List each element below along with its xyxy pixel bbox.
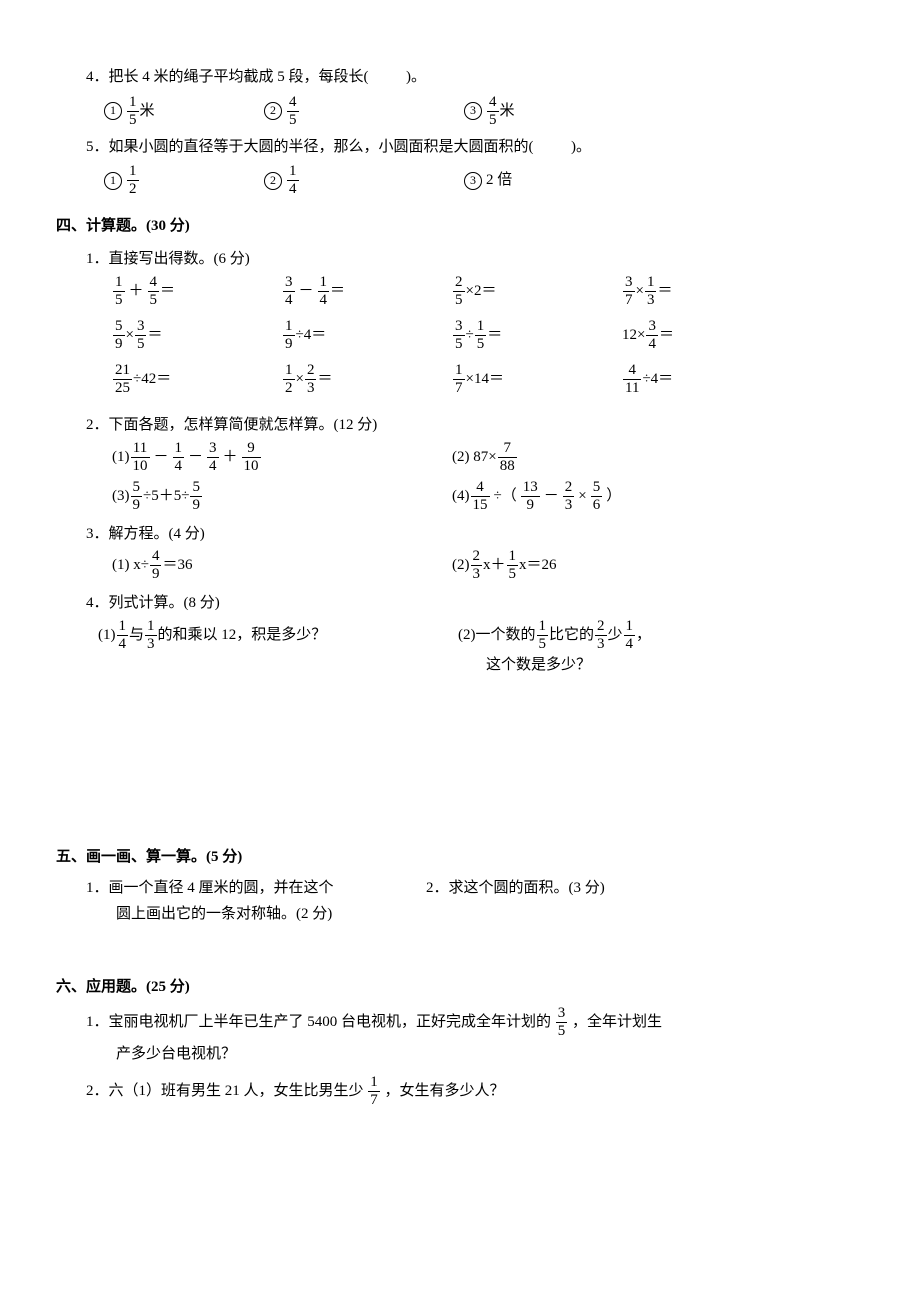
p2-1: (1) 1110 － 14 － 34 ＋ 910: [112, 441, 452, 474]
q4-opt3[interactable]: 3 45 米: [464, 95, 644, 128]
q5-stem-a: 5．如果小圆的直径等于大圆的半径，那么，小圆面积是大圆面积的(: [86, 139, 534, 155]
sec4-p1: 1．直接写出得数。(6 分): [86, 248, 864, 271]
q4-stem-a: 4．把长 4 米的绳子平均截成 5 段，每段长(: [86, 69, 369, 85]
calc-row1: 15＋45 ＝ 34－14 ＝ 25 ×2＝ 37 × 13 ＝ 59 × 35…: [112, 274, 864, 396]
circle-2-icon: 2: [264, 172, 282, 190]
p3-row: (1) x÷ 49 ＝36 (2) 23 x＋ 15 x＝26: [112, 549, 864, 582]
q5-opt1-frac: 12: [127, 164, 139, 197]
section-6-title: 六、应用题。(25 分): [56, 976, 864, 999]
r1c4: 37 × 13 ＝: [622, 274, 792, 308]
p2-row2: (3) 59 ÷5＋5÷ 59 (4) 415 ÷（ 139 － 23 × 56…: [112, 480, 864, 513]
q4-opt1[interactable]: 1 15 米: [104, 95, 264, 128]
sec4-p2: 2．下面各题，怎样算简便就怎样算。(12 分): [86, 414, 864, 437]
circle-1-icon: 1: [104, 172, 122, 190]
p4-2a: (2)一个数的 15 比它的 23 少 14 ，: [458, 619, 838, 652]
q5-opt2-frac: 14: [287, 164, 299, 197]
r2c4: 12× 34 ＝: [622, 318, 792, 352]
r1c1: 15＋45 ＝: [112, 274, 282, 308]
q5-blank[interactable]: [537, 139, 567, 155]
p3-1: (1) x÷ 49 ＝36: [112, 549, 452, 582]
sec4-p4: 4．列式计算。(8 分): [86, 592, 864, 615]
sec5-l1: 1．画一个直径 4 厘米的圆，并在这个: [86, 877, 426, 900]
q4-stem-b: )。: [406, 69, 426, 85]
r3c3: 17 ×14＝: [452, 362, 622, 396]
p2-2: (2) 87× 788: [452, 441, 832, 474]
r3c2: 12 × 23 ＝: [282, 362, 452, 396]
q4-opt2-frac: 45: [287, 95, 299, 128]
sec5-row1: 1．画一个直径 4 厘米的圆，并在这个 2．求这个圆的面积。(3 分): [86, 877, 864, 900]
q4-opt3-frac: 45: [487, 95, 499, 128]
circle-2-icon: 2: [264, 102, 282, 120]
p2-row1: (1) 1110 － 14 － 34 ＋ 910 (2) 87× 788: [112, 441, 864, 474]
p3-2: (2) 23 x＋ 15 x＝26: [452, 549, 832, 582]
section-5-title: 五、画一画、算一算。(5 分): [56, 846, 864, 869]
r2c1: 59 × 35 ＝: [112, 318, 282, 352]
sec5-l1r: 2．求这个圆的面积。(3 分): [426, 877, 806, 900]
sec4-p3: 3．解方程。(4 分): [86, 523, 864, 546]
r3c4: 411 ÷4＝: [622, 362, 792, 396]
r1c2: 34－14 ＝: [282, 274, 452, 308]
p2-3: (3) 59 ÷5＋5÷ 59: [112, 480, 452, 513]
q5-opt2[interactable]: 2 14: [264, 164, 464, 197]
r2c3: 35 ÷ 15 ＝: [452, 318, 622, 352]
q5-opt3[interactable]: 3 2 倍: [464, 164, 644, 197]
question-5: 5．如果小圆的直径等于大圆的半径，那么，小圆面积是大圆面积的( )。: [86, 136, 864, 159]
q5-opt1[interactable]: 1 12: [104, 164, 264, 197]
q4-options: 1 15 米 2 45 3 45 米: [104, 95, 864, 128]
p4-2b: 这个数是多少？: [458, 654, 866, 677]
section-4-title: 四、计算题。(30 分): [56, 215, 864, 238]
circle-3-icon: 3: [464, 172, 482, 190]
p4-1: (1) 14 与 13 的和乘以 12，积是多少？: [98, 619, 458, 652]
q5-options: 1 12 2 14 3 2 倍: [104, 164, 864, 197]
r3c1: 2125 ÷42＝: [112, 362, 282, 396]
q4-blank[interactable]: [372, 69, 402, 85]
r1c3: 25 ×2＝: [452, 274, 622, 308]
sec6-q1: 1．宝丽电视机厂上半年已生产了 5400 台电视机，正好完成全年计划的 35 ，…: [86, 1006, 864, 1069]
r2c2: 19 ÷4＝: [282, 318, 452, 352]
q4-opt2[interactable]: 2 45: [264, 95, 464, 128]
p2-4: (4) 415 ÷（ 139 － 23 × 56 ）: [452, 480, 832, 513]
sec5-l2: 圆上画出它的一条对称轴。(2 分): [116, 903, 864, 926]
q4-opt1-frac: 15: [127, 95, 139, 128]
q5-stem-b: )。: [571, 139, 591, 155]
circle-3-icon: 3: [464, 102, 482, 120]
question-4: 4．把长 4 米的绳子平均截成 5 段，每段长( )。: [86, 66, 864, 89]
p4-row2: 这个数是多少？: [98, 654, 864, 677]
circle-1-icon: 1: [104, 102, 122, 120]
p4-row1: (1) 14 与 13 的和乘以 12，积是多少？ (2)一个数的 15 比它的…: [98, 619, 864, 652]
sec6-q2: 2．六（1）班有男生 21 人，女生比男生少 17 ，女生有多少人？: [86, 1075, 864, 1108]
